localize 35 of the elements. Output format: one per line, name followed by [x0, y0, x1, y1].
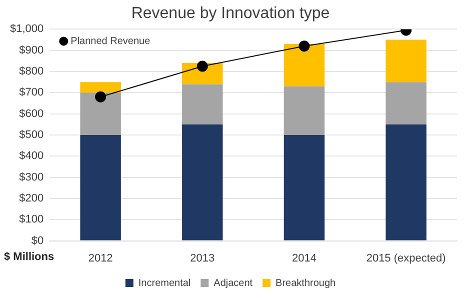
x-tick-label: 2013 [190, 252, 215, 264]
bar [386, 124, 426, 240]
legend-label: Adjacent [214, 278, 253, 289]
bar [284, 135, 325, 240]
bar [284, 44, 325, 86]
bar [182, 84, 223, 124]
bar [386, 82, 426, 124]
y-tick-label: $0 [31, 234, 44, 247]
y-tick-label: $400 [19, 150, 44, 162]
chart-title: Revenue by Innovation type [131, 5, 330, 22]
y-tick-label: $700 [19, 86, 44, 99]
point [298, 40, 310, 52]
text: $ Millions [4, 250, 54, 263]
bar [80, 92, 121, 135]
y-tick-label: $200 [19, 192, 44, 205]
bar [80, 135, 121, 240]
point [95, 91, 106, 102]
bar [80, 82, 121, 93]
y-tick-label: $100 [19, 214, 44, 226]
x-tick-label: 2014 [292, 252, 316, 264]
bar [284, 86, 325, 135]
y-tick-label: $1,000 [10, 23, 44, 36]
legend-label: Incremental [138, 278, 191, 289]
x-tick-label: 2012 [88, 252, 113, 264]
y-tick-label: $300 [19, 171, 44, 184]
legend-label: Breakthrough [276, 278, 336, 289]
bar [386, 40, 426, 82]
legend-label: Planned Revenue [70, 36, 151, 47]
y-tick-label: $900 [19, 44, 44, 56]
bar [182, 124, 223, 240]
point [196, 60, 208, 72]
y-tick-label: $500 [19, 129, 44, 142]
x-tick-label: 2015 (expected) [366, 252, 446, 264]
y-tick-label: $600 [19, 108, 44, 120]
y-tick-label: $800 [19, 66, 44, 78]
